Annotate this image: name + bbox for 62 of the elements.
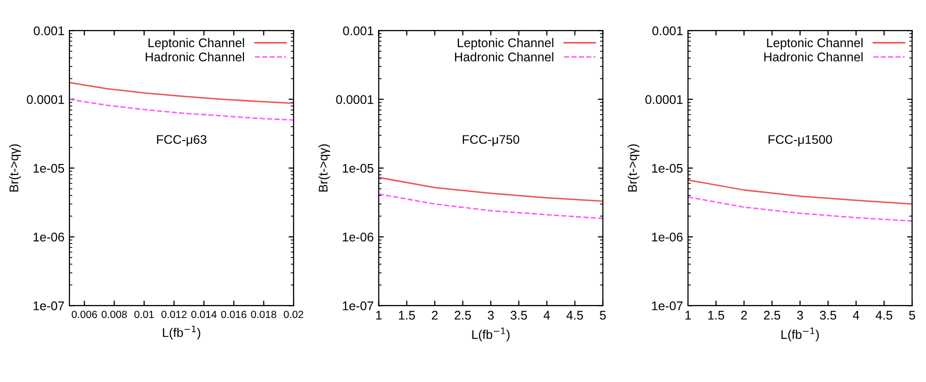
legend-label: Leptonic Channel [148, 38, 244, 50]
x-tick-label: 0.008 [102, 310, 127, 318]
x-tick-label: 3 [797, 310, 803, 320]
x-tick-label: 4.5 [876, 310, 892, 320]
y-tick-label: 1e-05 [342, 164, 374, 173]
x-tick-label: 1 [376, 310, 382, 320]
y-tick-label: 0.0001 [645, 95, 683, 104]
line-series [378, 193, 603, 220]
legend-label: Hadronic Channel [455, 52, 554, 62]
x-tick-label: 0.012 [161, 310, 187, 318]
y-tick-label: 1e-05 [652, 164, 683, 173]
y-tick-label: 1e-06 [34, 232, 64, 242]
x-tick-label: 3.5 [820, 310, 836, 320]
x-tick-label: 0.02 [284, 310, 304, 318]
x-tick-label: 0.006 [72, 310, 97, 318]
y-axis-title: Br(t->qγ) [628, 144, 640, 192]
line-series [688, 196, 912, 222]
x-tick-label: 2.5 [454, 310, 471, 320]
x-tick-label: 0.018 [251, 310, 276, 318]
x-tick-label: 5 [909, 310, 916, 320]
legend-label: Hadronic Channel [146, 52, 244, 62]
y-axis-title: Br(t->qγ) [318, 144, 330, 192]
x-tick-label: 2 [741, 310, 747, 320]
x-tick-label: 1.5 [399, 310, 415, 320]
x-tick-label: 0.014 [191, 310, 217, 318]
annotation: FCC-μ750 [462, 135, 520, 146]
x-tick-label: 4 [544, 310, 550, 320]
x-tick-label: 2 [432, 310, 438, 320]
y-tick-label: 1e-06 [652, 232, 683, 242]
legend-label: Leptonic Channel [458, 38, 554, 50]
y-tick-label: 1e-05 [34, 164, 64, 173]
line-series [378, 176, 603, 202]
annotation: FCC-μ63 [157, 135, 206, 146]
x-tick-label: 0.01 [134, 310, 154, 318]
y-tick-label: 0.001 [652, 26, 683, 36]
x-axis-title: L(fb$^{−1}$) [782, 328, 819, 342]
y-tick-label: 1e-07 [342, 301, 374, 310]
x-tick-label: 4 [852, 310, 860, 320]
x-tick-label: 2.5 [764, 310, 780, 320]
line-series [688, 179, 912, 205]
y-tick-label: 0.001 [34, 26, 64, 36]
y-tick-label: 1e-07 [34, 301, 64, 310]
x-axis-title: L(fb$^{−1}$) [472, 328, 510, 342]
x-axis-title: L(fb$^{−1}$) [162, 326, 200, 340]
y-tick-label: 1e-07 [652, 301, 683, 310]
annotation: FCC-μ1500 [768, 135, 832, 146]
y-tick-label: 1e-06 [342, 232, 374, 242]
line-series [69, 82, 294, 104]
y-tick-label: 0.001 [343, 26, 374, 36]
y-tick-label: 0.0001 [26, 95, 64, 104]
y-tick-label: 0.0001 [336, 95, 374, 104]
x-tick-label: 1 [685, 310, 691, 320]
line-series [69, 98, 294, 121]
y-axis-title: Br(t->qγ) [9, 144, 21, 192]
x-tick-label: 0.016 [221, 310, 246, 318]
x-tick-label: 3 [488, 310, 494, 320]
x-tick-label: 1.5 [708, 310, 724, 320]
x-tick-label: 3.5 [510, 310, 527, 320]
legend-label: Hadronic Channel [764, 52, 863, 62]
legend-label: Leptonic Channel [767, 38, 863, 50]
x-tick-label: 4.5 [566, 310, 583, 320]
x-tick-label: 5 [600, 310, 606, 320]
